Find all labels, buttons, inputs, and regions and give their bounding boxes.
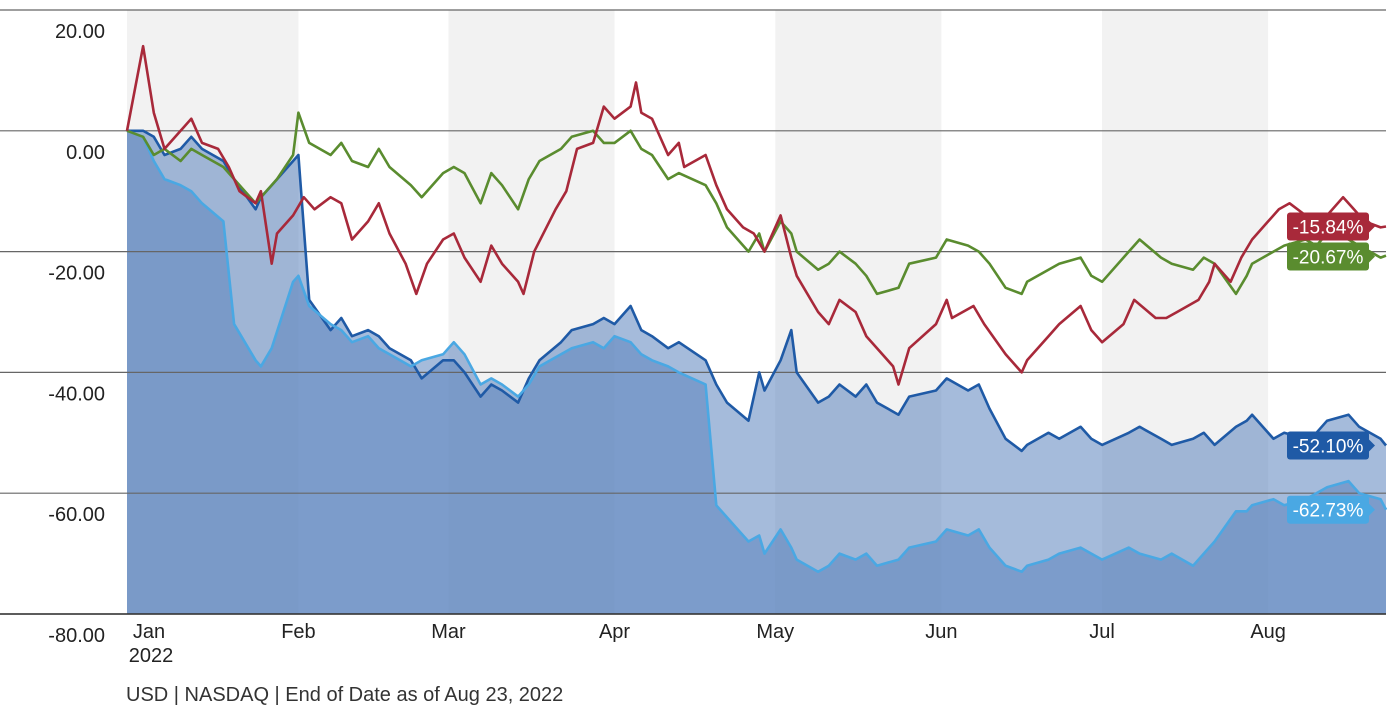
end-label-pointer	[1369, 250, 1375, 263]
end-label-pointer	[1369, 439, 1375, 452]
end-label-pointer	[1369, 220, 1375, 233]
chart-footer: USD | NASDAQ | End of Date as of Aug 23,…	[126, 684, 564, 706]
end-label-pointer	[1369, 503, 1375, 516]
end-label-box	[1287, 212, 1369, 241]
y-tick-label: -80.00	[48, 625, 105, 647]
x-tick-label: Jan	[133, 621, 165, 643]
series-line	[127, 129, 1388, 453]
y-tick-label: -60.00	[48, 504, 105, 526]
y-tick-label: 20.00	[55, 21, 105, 43]
series-line	[125, 44, 1387, 386]
end-label: -62.73%	[1287, 495, 1375, 524]
series-line	[126, 111, 1387, 296]
end-label-text: -52.10%	[1293, 436, 1364, 457]
x-tick-sublabel: 2022	[129, 645, 174, 667]
end-label-text: -20.67%	[1293, 247, 1364, 268]
x-tick-label: Aug	[1250, 621, 1286, 643]
end-value-labels: -15.84% -20.67% -52.10% -62.73%	[1287, 212, 1375, 524]
end-label-box	[1287, 242, 1369, 271]
end-label: -20.67%	[1287, 242, 1375, 271]
end-label-text: -62.73%	[1293, 501, 1364, 522]
y-tick-label: -20.00	[48, 263, 105, 285]
end-label: -52.10%	[1287, 431, 1375, 460]
end-label-text: -15.84%	[1293, 217, 1364, 238]
x-tick-label: Apr	[599, 621, 630, 643]
series-line	[126, 129, 1388, 574]
end-label: -15.84%	[1287, 212, 1375, 241]
x-tick-label: Mar	[431, 621, 466, 643]
y-axis-ticks: 20.00 0.00 -20.00 -40.00 -60.00 -80.00	[48, 21, 105, 647]
y-tick-label: -40.00	[48, 383, 105, 405]
y-tick-label: 0.00	[66, 142, 105, 164]
end-label-box	[1287, 495, 1369, 524]
series-lines	[125, 44, 1388, 574]
end-label-box	[1287, 431, 1369, 460]
gridlines	[0, 9, 1386, 615]
x-tick-label: Jun	[925, 621, 957, 643]
x-tick-label: Feb	[281, 621, 315, 643]
x-tick-label: Jul	[1089, 621, 1115, 643]
x-tick-label: May	[756, 621, 794, 643]
